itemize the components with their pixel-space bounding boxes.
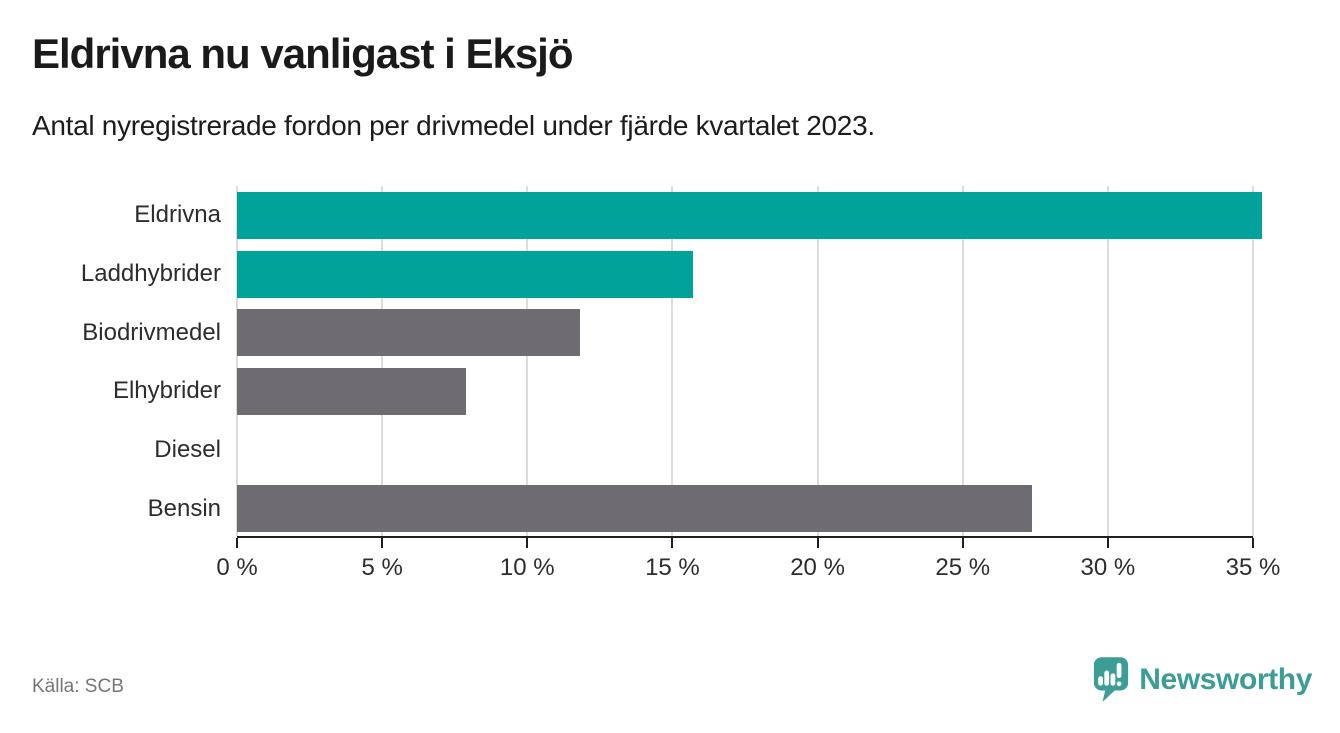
- category-label: Bensin: [147, 494, 221, 522]
- gridline: [961, 186, 964, 536]
- category-label: Biodrivmedel: [82, 318, 221, 346]
- x-axis-tick-label: 15 %: [645, 554, 700, 581]
- bar-eldrivna: [237, 191, 1262, 239]
- gridline: [526, 186, 529, 536]
- bar-elhybrider: [237, 367, 467, 415]
- category-label: Laddhybrider: [80, 259, 221, 287]
- gridline: [671, 186, 674, 536]
- gridline: [1106, 186, 1109, 536]
- category-label: Eldrivna: [134, 201, 221, 229]
- x-axis-tick-label: 30 %: [1080, 554, 1136, 581]
- x-axis-tick-label: 5 %: [361, 554, 403, 581]
- x-axis-tick-label: 25 %: [935, 554, 991, 581]
- source-note: Källa: SCB: [32, 676, 124, 697]
- chart-title: Eldrivna nu vanligast i Eksjö: [32, 30, 574, 77]
- bar-laddhybrider: [237, 250, 693, 298]
- x-axis-tick-label: 20 %: [790, 554, 845, 581]
- category-label: Diesel: [154, 435, 221, 463]
- category-label: Elhybrider: [112, 377, 221, 405]
- x-axis-tick: [526, 538, 529, 548]
- chart-subtitle: Antal nyregistrerade fordon per drivmede…: [32, 110, 875, 141]
- plot-area: 0 % 5 % 10 % 15 % 20 % 25 % 30 % 35 %: [216, 186, 1280, 581]
- newsworthy-wordmark: Newsworthy: [1139, 663, 1312, 696]
- gridline: [816, 186, 819, 536]
- gridline: [381, 186, 384, 536]
- x-axis-tick: [1252, 538, 1254, 548]
- x-axis-tick: [816, 538, 819, 548]
- bar-bensin: [237, 485, 1033, 533]
- bar-chart: 0 % 5 % 10 % 15 % 20 % 25 % 30 % 35 % Eldrivna L…: [80, 186, 1280, 581]
- newsworthy-bubble-chart-icon: [1094, 657, 1129, 702]
- gridline: [1252, 186, 1254, 536]
- x-axis-tick: [236, 538, 238, 548]
- newsworthy-logo: Newsworthy: [1092, 656, 1312, 704]
- x-axis-tick: [961, 538, 964, 548]
- x-axis-tick-label: 35 %: [1225, 554, 1281, 581]
- x-axis-tick-label: 0 %: [216, 554, 258, 581]
- bar-biodrivmedel: [237, 309, 580, 357]
- x-axis-tick: [381, 538, 384, 548]
- gridline: [236, 186, 238, 536]
- x-axis-tick-label: 10 %: [499, 554, 555, 581]
- x-axis-tick: [671, 538, 674, 548]
- x-axis-tick: [1106, 538, 1109, 548]
